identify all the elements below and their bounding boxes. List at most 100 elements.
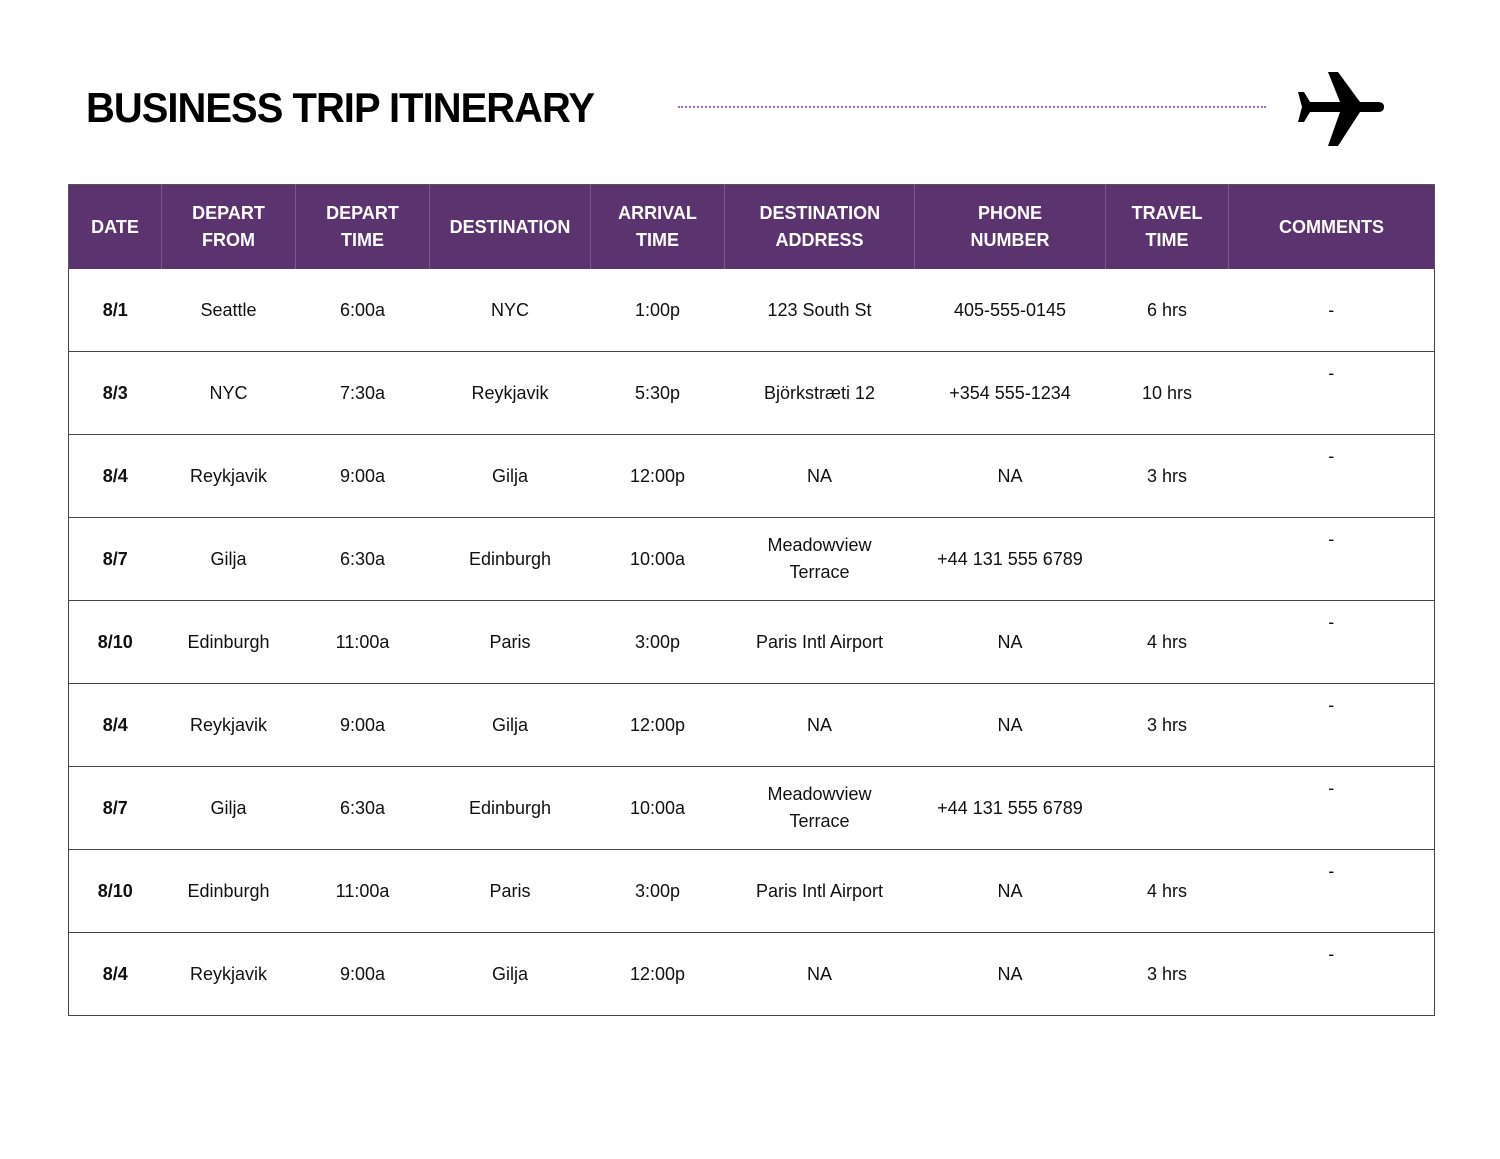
date-cell: 8/1 — [68, 269, 162, 352]
travel-time-cell — [1105, 517, 1229, 601]
table-row: 8/3 NYC 7:30a Reykjavik 5:30p Björkstræti 12 +… — [68, 351, 1435, 435]
destination-cell: Reykjavik — [429, 351, 591, 435]
address-cell: NA — [724, 434, 915, 518]
destination-cell: Edinburgh — [429, 517, 591, 601]
travel-time-cell: 3 hrs — [1105, 932, 1229, 1016]
date-cell: 8/7 — [68, 517, 162, 601]
arrival-time-cell: 1:00p — [590, 269, 725, 352]
address-cell: NA — [724, 932, 915, 1016]
column-header-travel-time: TRAVEL TIME — [1105, 184, 1229, 269]
destination-cell: Gilja — [429, 932, 591, 1016]
depart-from-cell: Reykjavik — [161, 932, 296, 1016]
travel-time-cell: 10 hrs — [1105, 351, 1229, 435]
address-cell: Meadowview Terrace — [724, 766, 915, 850]
depart-from-cell: Reykjavik — [161, 434, 296, 518]
comments-cell: - — [1228, 849, 1435, 933]
column-header-comments: COMMENTS — [1228, 184, 1435, 269]
comments-cell: - — [1228, 600, 1435, 684]
column-header-depart-from: DEPART FROM — [161, 184, 296, 269]
table-row: 8/4 Reykjavik 9:00a Gilja 12:00p NA NA 3 hrs - — [68, 434, 1435, 518]
depart-time-cell: 6:30a — [295, 517, 430, 601]
comments-cell: - — [1228, 269, 1435, 352]
comments-cell: - — [1228, 932, 1435, 1016]
arrival-time-cell: 10:00a — [590, 517, 725, 601]
comment-text: - — [1328, 612, 1335, 632]
travel-time-cell: 4 hrs — [1105, 849, 1229, 933]
depart-from-cell: Reykjavik — [161, 683, 296, 767]
arrival-time-cell: 12:00p — [590, 932, 725, 1016]
phone-cell: 405-555-0145 — [914, 269, 1106, 352]
depart-from-cell: Gilja — [161, 517, 296, 601]
comment-text: - — [1328, 695, 1335, 715]
date-cell: 8/3 — [68, 351, 162, 435]
page-title: BUSINESS TRIP ITINERARY — [86, 84, 595, 131]
phone-cell: +44 131 555 6789 — [914, 766, 1106, 850]
table-row: 8/10 Edinburgh 11:00a Paris 3:00p Paris Intl … — [68, 849, 1435, 933]
destination-cell: Paris — [429, 849, 591, 933]
phone-cell: NA — [914, 683, 1106, 767]
depart-from-cell: NYC — [161, 351, 296, 435]
date-cell: 8/10 — [68, 600, 162, 684]
address-cell: 123 South St — [724, 269, 915, 352]
arrival-time-cell: 3:00p — [590, 600, 725, 684]
table-row: 8/7 Gilja 6:30a Edinburgh 10:00a Meadowview T… — [68, 766, 1435, 850]
phone-cell: +354 555-1234 — [914, 351, 1106, 435]
arrival-time-cell: 10:00a — [590, 766, 725, 850]
comments-cell: - — [1228, 766, 1435, 850]
phone-cell: NA — [914, 600, 1106, 684]
depart-time-cell: 7:30a — [295, 351, 430, 435]
address-cell: Björkstræti 12 — [724, 351, 915, 435]
column-header-destination: DESTINATION — [429, 184, 591, 269]
depart-time-cell: 6:30a — [295, 766, 430, 850]
date-cell: 8/4 — [68, 683, 162, 767]
arrival-time-cell: 12:00p — [590, 683, 725, 767]
comment-text: - — [1328, 778, 1335, 798]
comments-cell: - — [1228, 434, 1435, 518]
destination-cell: Edinburgh — [429, 766, 591, 850]
date-cell: 8/4 — [68, 434, 162, 518]
column-header-phone-number: PHONE NUMBER — [914, 184, 1106, 269]
dotted-divider — [678, 106, 1266, 108]
destination-cell: Gilja — [429, 434, 591, 518]
column-header-depart-time: DEPART TIME — [295, 184, 430, 269]
comment-text: - — [1328, 363, 1335, 383]
travel-time-cell: 3 hrs — [1105, 683, 1229, 767]
destination-cell: Paris — [429, 600, 591, 684]
column-header-date: DATE — [68, 184, 162, 269]
travel-time-cell: 4 hrs — [1105, 600, 1229, 684]
address-cell: Paris Intl Airport — [724, 600, 915, 684]
address-cell: Paris Intl Airport — [724, 849, 915, 933]
arrival-time-cell: 5:30p — [590, 351, 725, 435]
depart-from-cell: Edinburgh — [161, 600, 296, 684]
arrival-time-cell: 3:00p — [590, 849, 725, 933]
airplane-icon — [1298, 72, 1384, 146]
table-row: 8/4 Reykjavik 9:00a Gilja 12:00p NA NA 3 hrs - — [68, 683, 1435, 767]
depart-time-cell: 9:00a — [295, 932, 430, 1016]
depart-time-cell: 9:00a — [295, 434, 430, 518]
comment-text: - — [1328, 446, 1335, 466]
phone-cell: NA — [914, 434, 1106, 518]
arrival-time-cell: 12:00p — [590, 434, 725, 518]
depart-from-cell: Gilja — [161, 766, 296, 850]
destination-cell: NYC — [429, 269, 591, 352]
travel-time-cell: 6 hrs — [1105, 269, 1229, 352]
depart-from-cell: Seattle — [161, 269, 296, 352]
table-row: 8/1 Seattle 6:00a NYC 1:00p 123 South St 405-5… — [68, 269, 1435, 352]
itinerary-table: DATE DEPART FROM DEPART TIME DESTINATION… — [68, 184, 1435, 1016]
comments-cell: - — [1228, 517, 1435, 601]
depart-from-cell: Edinburgh — [161, 849, 296, 933]
table-header-row: DATE DEPART FROM DEPART TIME DESTINATION… — [68, 184, 1435, 269]
column-header-arrival-time: ARRIVAL TIME — [590, 184, 725, 269]
comment-text: - — [1328, 529, 1335, 549]
column-header-destination-address: DESTINATION ADDRESS — [724, 184, 915, 269]
address-cell: Meadowview Terrace — [724, 517, 915, 601]
table-row: 8/10 Edinburgh 11:00a Paris 3:00p Paris Intl … — [68, 600, 1435, 684]
depart-time-cell: 11:00a — [295, 600, 430, 684]
date-cell: 8/10 — [68, 849, 162, 933]
table-row: 8/7 Gilja 6:30a Edinburgh 10:00a Meadowview T… — [68, 517, 1435, 601]
travel-time-cell — [1105, 766, 1229, 850]
comment-text: - — [1328, 861, 1335, 881]
phone-cell: +44 131 555 6789 — [914, 517, 1106, 601]
address-cell: NA — [724, 683, 915, 767]
depart-time-cell: 11:00a — [295, 849, 430, 933]
